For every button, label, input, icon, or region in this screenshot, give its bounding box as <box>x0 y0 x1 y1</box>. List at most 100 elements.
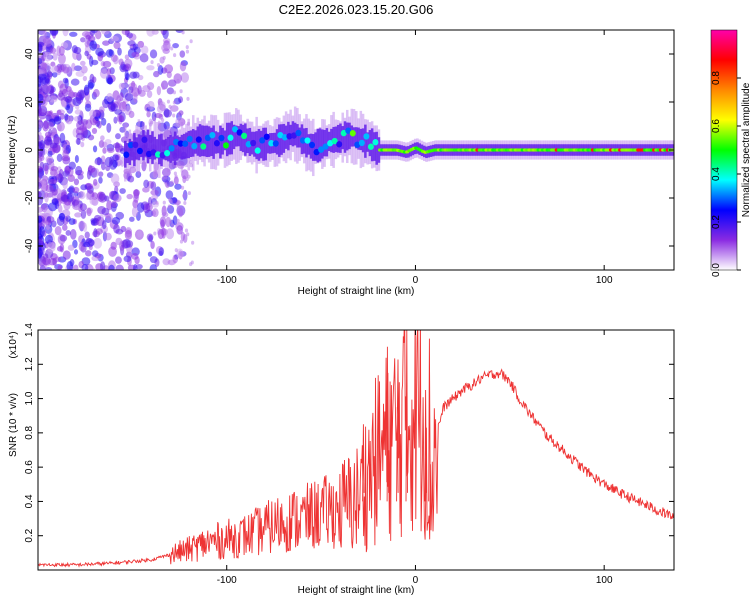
noise-cell <box>111 216 121 225</box>
noise-cell <box>156 86 162 96</box>
noise-cell <box>149 256 158 264</box>
noise-cell <box>62 178 68 190</box>
ridge-band-cell <box>225 122 229 157</box>
spectrogram-x-label: Height of straight line (km) <box>298 286 415 297</box>
noise-cell <box>102 60 112 68</box>
noise-cell <box>93 89 100 98</box>
ridge-band-cell <box>325 128 329 157</box>
ridge-band-cell <box>128 138 132 165</box>
noise-cell <box>71 62 76 72</box>
noise-cell <box>147 82 155 91</box>
ridge-band-cell <box>162 140 166 160</box>
noise-cell <box>50 165 59 172</box>
noise-cell <box>135 171 142 179</box>
noise-cell <box>126 193 133 200</box>
noise-cell <box>48 95 58 103</box>
ridge-core-cell <box>245 141 252 148</box>
ridge-band-cell <box>142 130 145 161</box>
noise-cell <box>124 54 130 60</box>
noise-cell <box>173 256 177 261</box>
ridge-band-cell <box>173 131 177 166</box>
snr-x-label: Height of straight line (km) <box>298 585 415 596</box>
noise-cell <box>171 196 178 204</box>
spectrogram-panel: -100 0 100 -40 -20 0 20 40 Height of straight … <box>7 29 675 297</box>
ridge-core-cell <box>168 145 175 152</box>
noise-cell <box>141 160 147 172</box>
noise-cell <box>150 240 155 250</box>
ridge-band-cell <box>189 130 193 158</box>
noise-cell <box>58 212 66 221</box>
noise-cell <box>168 104 172 109</box>
noise-cell <box>165 228 175 240</box>
noise-cell <box>161 211 169 218</box>
noise-cell <box>67 174 75 182</box>
noise-cell <box>113 116 118 124</box>
noise-cell <box>91 59 99 66</box>
ridge-band-cell <box>264 127 267 161</box>
noise-cell <box>135 263 143 270</box>
noise-cell <box>173 53 177 58</box>
noise-cell <box>119 63 127 73</box>
noise-cell <box>187 174 191 179</box>
noise-cell <box>79 203 87 211</box>
noise-cell <box>169 105 179 112</box>
noise-cell <box>51 188 58 196</box>
noise-cell <box>186 96 190 101</box>
noise-cell <box>187 191 191 196</box>
noise-cell <box>128 110 135 119</box>
ridge-band-cell <box>266 134 270 154</box>
ridge-band-cell <box>148 134 152 160</box>
noise-cell <box>87 134 95 141</box>
noise-cell <box>118 58 124 66</box>
noise-cell <box>38 106 43 117</box>
noise-cell <box>38 215 43 224</box>
noise-cell <box>143 179 150 188</box>
noise-cell <box>38 195 43 206</box>
noise-cell <box>42 62 48 74</box>
ridge-band-cell <box>191 129 195 157</box>
noise-cell <box>113 194 122 203</box>
colorbar-tick-label: 0.8 <box>711 71 722 85</box>
noise-cell <box>73 65 83 72</box>
noise-cell <box>179 89 183 94</box>
noise-cell <box>38 206 44 213</box>
noise-cell <box>165 216 172 228</box>
ridge-core-cell <box>290 132 297 139</box>
noise-cell <box>80 184 88 191</box>
ridge-band-cell <box>278 124 281 157</box>
noise-cell <box>102 147 107 154</box>
ridge-core-cell <box>222 142 229 149</box>
noise-cell <box>158 113 164 120</box>
noise-cell <box>146 30 155 37</box>
noise-cell <box>133 92 138 103</box>
noise-cell <box>100 261 106 270</box>
noise-cell <box>132 71 140 79</box>
noise-cell <box>140 45 149 55</box>
noise-cell <box>119 156 125 167</box>
noise-cell <box>59 168 64 180</box>
noise-cell <box>113 41 121 50</box>
noise-cell <box>89 40 98 51</box>
noise-cell <box>106 147 115 154</box>
noise-cell <box>57 92 66 101</box>
ridge-band-cell <box>364 124 367 158</box>
ridge-band-cell <box>336 124 340 153</box>
noise-cell <box>168 219 173 224</box>
ridge-core-cell <box>186 135 193 143</box>
noise-cell <box>125 240 134 248</box>
noise-cell <box>173 171 177 176</box>
noise-cell <box>98 171 104 177</box>
ridge-band-cell <box>348 122 351 150</box>
noise-cell <box>72 97 82 107</box>
noise-cell <box>90 218 98 226</box>
noise-cell <box>180 72 190 83</box>
noise-cell <box>64 113 69 121</box>
ridge-core-cell <box>232 126 239 133</box>
ridge-band-cell <box>180 134 184 160</box>
ridge-core-cell <box>309 141 316 149</box>
noise-cell <box>98 191 106 201</box>
noise-cell <box>42 83 51 94</box>
noise-cell <box>165 184 170 189</box>
noise-cell <box>65 230 72 236</box>
chart-title: C2E2.2026.023.15.20.G06 <box>279 2 434 17</box>
